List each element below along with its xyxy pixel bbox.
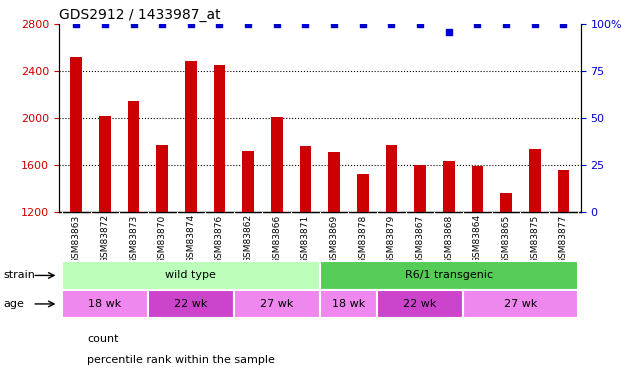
Text: GSM83864: GSM83864 — [473, 214, 482, 263]
Bar — [414, 165, 426, 212]
Text: 18 wk: 18 wk — [88, 299, 122, 309]
Bar — [271, 117, 283, 212]
Point — [530, 21, 540, 27]
Text: GSM83865: GSM83865 — [502, 214, 510, 264]
Text: R6/1 transgenic: R6/1 transgenic — [405, 270, 493, 280]
Text: GSM83872: GSM83872 — [101, 214, 109, 263]
Bar — [234, 290, 320, 318]
Text: GSM83878: GSM83878 — [358, 214, 367, 264]
Bar — [320, 261, 578, 290]
Bar — [501, 193, 512, 212]
Bar — [62, 290, 148, 318]
Text: GSM83871: GSM83871 — [301, 214, 310, 264]
Bar — [320, 290, 377, 318]
Bar — [128, 100, 139, 212]
Text: GSM83867: GSM83867 — [415, 214, 425, 264]
Bar — [300, 146, 311, 212]
Text: count: count — [87, 334, 119, 344]
Point — [301, 21, 310, 27]
Point — [272, 21, 282, 27]
Bar — [558, 170, 569, 212]
Text: GSM83874: GSM83874 — [186, 214, 196, 263]
Bar — [386, 145, 397, 212]
Point — [186, 21, 196, 27]
Text: GSM83879: GSM83879 — [387, 214, 396, 264]
Point — [329, 21, 339, 27]
Bar — [214, 65, 225, 212]
Point — [129, 21, 138, 27]
Text: GSM83870: GSM83870 — [158, 214, 166, 264]
Bar — [329, 152, 340, 212]
Bar — [357, 174, 368, 212]
Text: GSM83869: GSM83869 — [330, 214, 338, 264]
Bar — [70, 57, 82, 212]
Point — [558, 21, 568, 27]
Text: 18 wk: 18 wk — [332, 299, 365, 309]
Point — [243, 21, 253, 27]
Text: 22 wk: 22 wk — [174, 299, 207, 309]
Text: age: age — [3, 299, 24, 309]
Bar — [156, 145, 168, 212]
Text: GSM83862: GSM83862 — [243, 214, 253, 263]
Bar — [529, 148, 540, 212]
Bar — [185, 61, 197, 212]
Text: GSM83873: GSM83873 — [129, 214, 138, 264]
Text: 22 wk: 22 wk — [404, 299, 437, 309]
Text: GSM83866: GSM83866 — [273, 214, 281, 264]
Point — [71, 21, 81, 27]
Point — [157, 21, 167, 27]
Text: GSM83868: GSM83868 — [444, 214, 453, 264]
Point — [473, 21, 483, 27]
Point — [501, 21, 511, 27]
Bar — [472, 166, 483, 212]
Bar — [377, 290, 463, 318]
Point — [386, 21, 396, 27]
Bar — [242, 151, 254, 212]
Bar — [99, 116, 111, 212]
Text: strain: strain — [3, 270, 35, 280]
Text: GSM83863: GSM83863 — [71, 214, 81, 264]
Text: wild type: wild type — [165, 270, 216, 280]
Point — [100, 21, 110, 27]
Text: 27 wk: 27 wk — [260, 299, 294, 309]
Bar — [463, 290, 578, 318]
Text: GDS2912 / 1433987_at: GDS2912 / 1433987_at — [59, 8, 220, 22]
Text: GSM83875: GSM83875 — [530, 214, 539, 264]
Bar — [148, 290, 234, 318]
Text: percentile rank within the sample: percentile rank within the sample — [87, 355, 275, 365]
Point — [214, 21, 224, 27]
Text: GSM83876: GSM83876 — [215, 214, 224, 264]
Point — [415, 21, 425, 27]
Text: 27 wk: 27 wk — [504, 299, 537, 309]
Bar — [443, 162, 455, 212]
Point — [444, 29, 454, 35]
Bar — [62, 261, 320, 290]
Point — [358, 21, 368, 27]
Text: GSM83877: GSM83877 — [559, 214, 568, 264]
